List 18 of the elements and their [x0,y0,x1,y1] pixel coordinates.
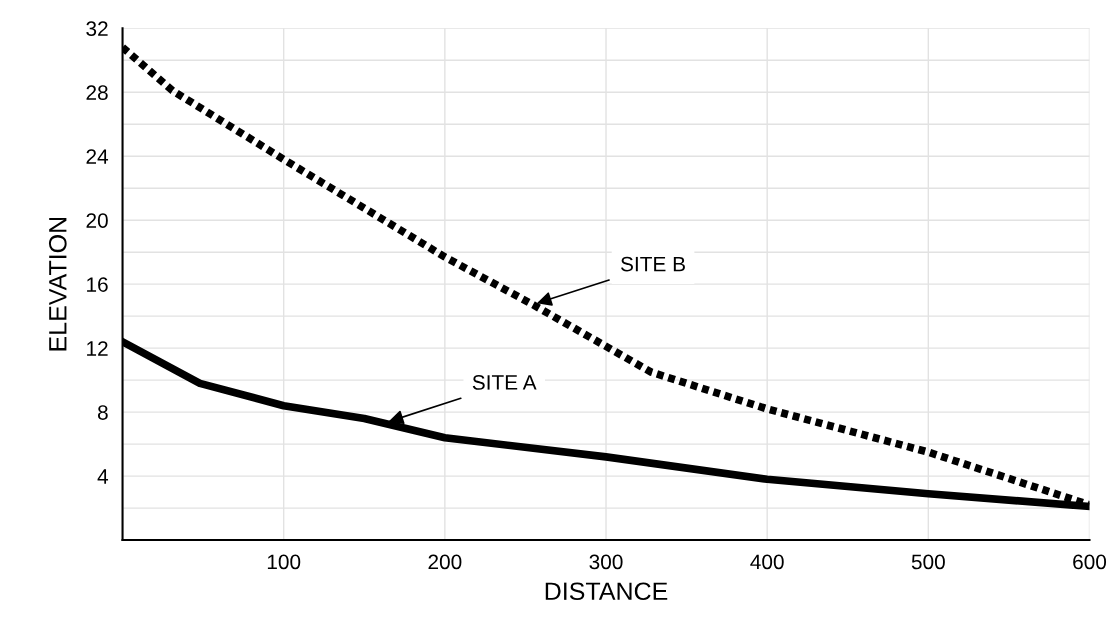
x-tick-label: 100 [267,554,301,570]
y-tick-label: 12 [87,341,108,356]
y-tick-label: 24 [86,149,109,164]
y-axis-title: ELEVATION [48,217,67,351]
x-tick-label: 200 [428,554,462,570]
x-axis-title: DISTANCE [545,582,668,601]
x-tick-label: 600 [1073,554,1107,570]
y-tick-label: 28 [86,85,108,100]
y-tick-label: 32 [86,21,108,37]
x-tick-label: 300 [589,554,623,570]
y-tick-label: 4 [97,469,109,484]
x-tick-label: 400 [750,554,784,570]
y-tick-label: 20 [86,213,108,228]
x-tick-label: 500 [911,554,945,570]
y-tick-label: 8 [97,405,108,420]
annotation: SITE A [472,375,537,390]
annotation: SITE B [621,256,685,272]
y-tick-label: 16 [87,277,108,292]
